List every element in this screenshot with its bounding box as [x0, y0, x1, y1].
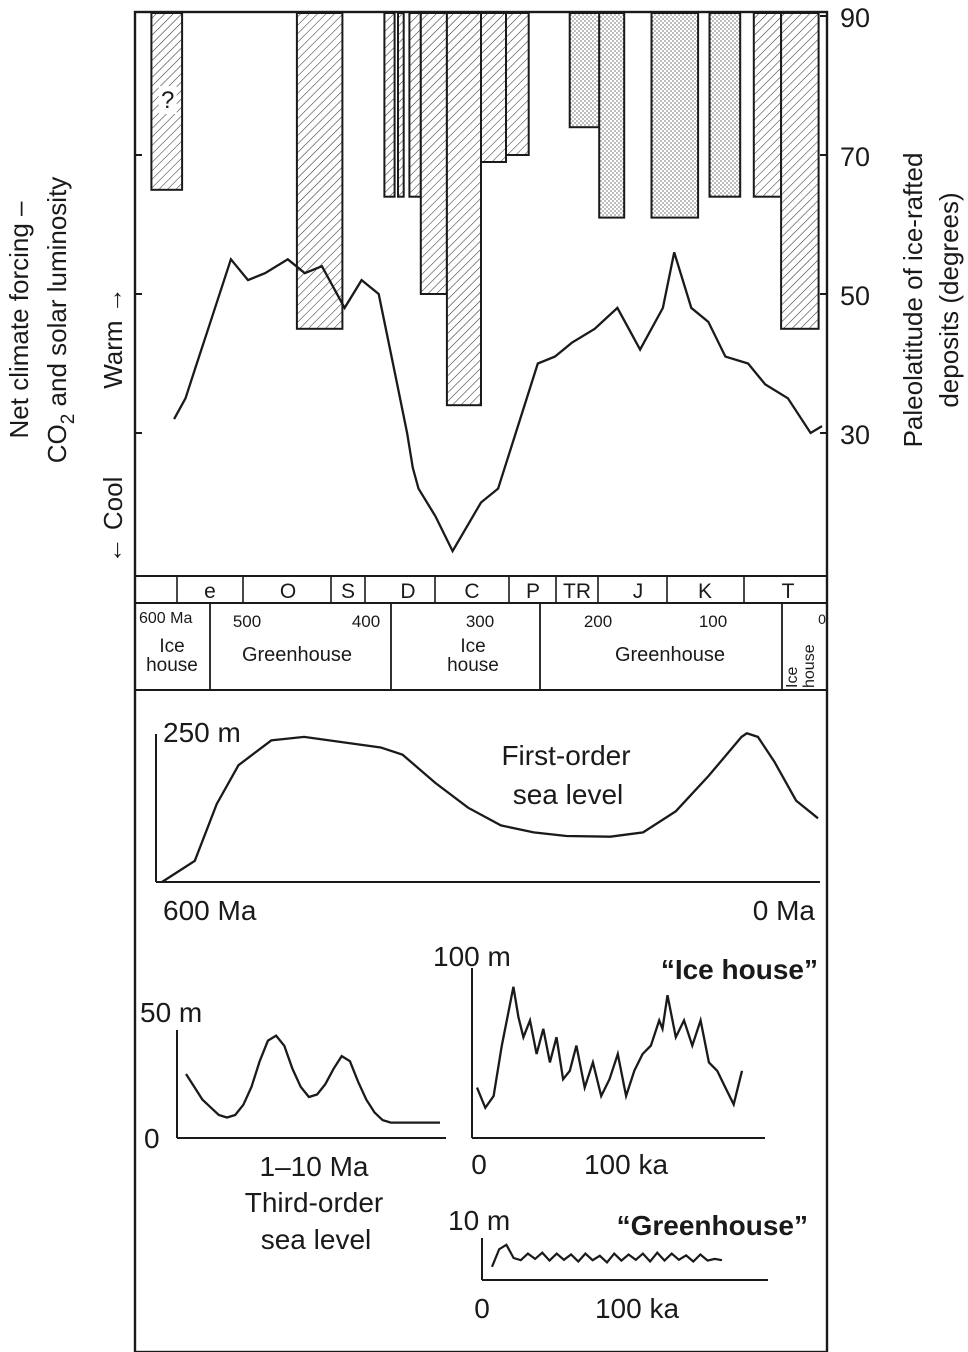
- ice-rafted-bar-10: [598, 12, 626, 219]
- age-tick-0: 0: [818, 611, 826, 627]
- period-label-K: K: [698, 580, 712, 603]
- period-label-S: S: [341, 580, 355, 603]
- period-label-J: J: [633, 580, 644, 603]
- period-label-O: O: [280, 580, 296, 603]
- age-tick-300: 300: [466, 612, 494, 631]
- co2-label-rest: and solar luminosity: [42, 177, 72, 414]
- ice-rafted-bar-2: [383, 12, 396, 198]
- ice-house-xtick-0: 0: [471, 1149, 487, 1180]
- state-greenhouse-1: Greenhouse: [242, 644, 352, 666]
- right-tick-label-70: 70: [840, 142, 870, 172]
- first-order-xlabel-right: 0 Ma: [753, 895, 816, 926]
- right-tick-label-50: 50: [840, 281, 870, 311]
- co2-subscript: 2: [58, 414, 79, 425]
- first-order-chart: 250 m First-order sea level 600 Ma 0 Ma: [155, 717, 820, 926]
- climate-forcing-chart: ? 90 70 50 30 Paleolatitude of ice-rafte…: [4, 3, 964, 563]
- third-order-curve: [185, 1034, 440, 1124]
- first-order-title-line2: sea level: [513, 779, 624, 810]
- ice-rafted-bar-3: [397, 12, 405, 198]
- state-greenhouse-2: Greenhouse: [615, 644, 725, 666]
- age-tick-400: 400: [352, 612, 380, 631]
- ice-rafted-bar-13: [752, 12, 783, 198]
- greenhouse-curve: [490, 1243, 723, 1268]
- period-label-e: e: [204, 580, 216, 603]
- first-order-xlabel-left: 600 Ma: [163, 895, 257, 926]
- period-label-TR: TR: [563, 580, 591, 603]
- ice-house-ytick: 100 m: [433, 941, 511, 972]
- third-order-ytick-50: 50 m: [140, 997, 202, 1028]
- third-order-ytick-0: 0: [144, 1123, 160, 1154]
- state-icehouse-1-line1: Ice: [159, 636, 184, 657]
- age-tick-600: 600 Ma: [139, 610, 192, 627]
- first-order-curve: [161, 732, 819, 883]
- ice-house-chart: 100 m “Ice house” 0 100 ka: [433, 941, 818, 1180]
- greenhouse-chart: 10 m “Greenhouse” 0 100 ka: [448, 1205, 808, 1324]
- question-mark-background: [158, 86, 177, 114]
- age-tick-100: 100: [699, 612, 727, 631]
- left-axis-title-line1: Net climate forcing –: [4, 201, 34, 439]
- period-label-D: D: [400, 580, 415, 603]
- state-icehouse-3-line1: Ice: [784, 667, 801, 688]
- right-axis-title-line2: deposits (degrees): [934, 192, 964, 407]
- cool-label: ← Cool: [98, 477, 128, 564]
- state-icehouse-3-line2: house: [801, 644, 818, 688]
- first-order-ytick: 250 m: [163, 717, 241, 748]
- period-label-T: T: [782, 580, 795, 603]
- age-tick-500: 500: [233, 612, 261, 631]
- ice-house-title: “Ice house”: [661, 954, 818, 985]
- left-axis-title-line2: CO2 and solar luminosity: [42, 177, 79, 464]
- first-order-title-line1: First-order: [501, 740, 630, 771]
- ice-rafted-bar-7: [480, 12, 507, 163]
- co2-label: CO: [42, 424, 72, 463]
- ice-rafted-bar-9: [568, 12, 601, 129]
- ice-rafted-bar-4: [408, 12, 422, 198]
- greenhouse-title: “Greenhouse”: [617, 1210, 808, 1241]
- ice-rafted-bar-11: [650, 12, 700, 219]
- period-label-C: C: [464, 580, 479, 603]
- forcing-curve: [173, 251, 823, 554]
- ice-rafted-bar-1: [295, 12, 344, 330]
- right-tick-label-90: 90: [840, 3, 870, 33]
- ice-rafted-bar-14: [780, 12, 820, 330]
- age-tick-200: 200: [584, 612, 612, 631]
- greenhouse-xtick-100: 100 ka: [595, 1293, 679, 1324]
- ice-rafted-bar-5: [419, 12, 448, 295]
- third-order-chart: 50 m 0 1–10 Ma Third-order sea level: [140, 997, 446, 1255]
- ice-rafted-bar-6: [445, 12, 482, 407]
- period-label-P: P: [526, 580, 540, 603]
- ice-house-curve: [475, 986, 744, 1111]
- timescale: e O S D C P TR J K T 600 Ma 500 400 300 …: [135, 575, 827, 691]
- state-icehouse-2-line2: house: [447, 655, 499, 676]
- state-icehouse-2-line1: Ice: [460, 636, 485, 657]
- ice-rafted-bar-8: [505, 12, 530, 156]
- warm-label: Warm →: [98, 287, 128, 389]
- right-axis-title-line1: Paleolatitude of ice-rafted: [898, 153, 928, 448]
- greenhouse-xtick-0: 0: [474, 1293, 490, 1324]
- ice-house-xtick-100: 100 ka: [584, 1149, 668, 1180]
- bar-question-label: ?: [161, 87, 174, 114]
- greenhouse-ytick: 10 m: [448, 1205, 510, 1236]
- ice-rafted-bar-12: [708, 12, 742, 198]
- third-order-title-line2: Third-order: [245, 1187, 383, 1218]
- state-icehouse-1-line2: house: [146, 655, 198, 676]
- ice-rafted-bars: ?: [150, 12, 820, 407]
- third-order-title-line3: sea level: [261, 1224, 372, 1255]
- third-order-title-line1: 1–10 Ma: [260, 1151, 369, 1182]
- right-tick-label-30: 30: [840, 420, 870, 450]
